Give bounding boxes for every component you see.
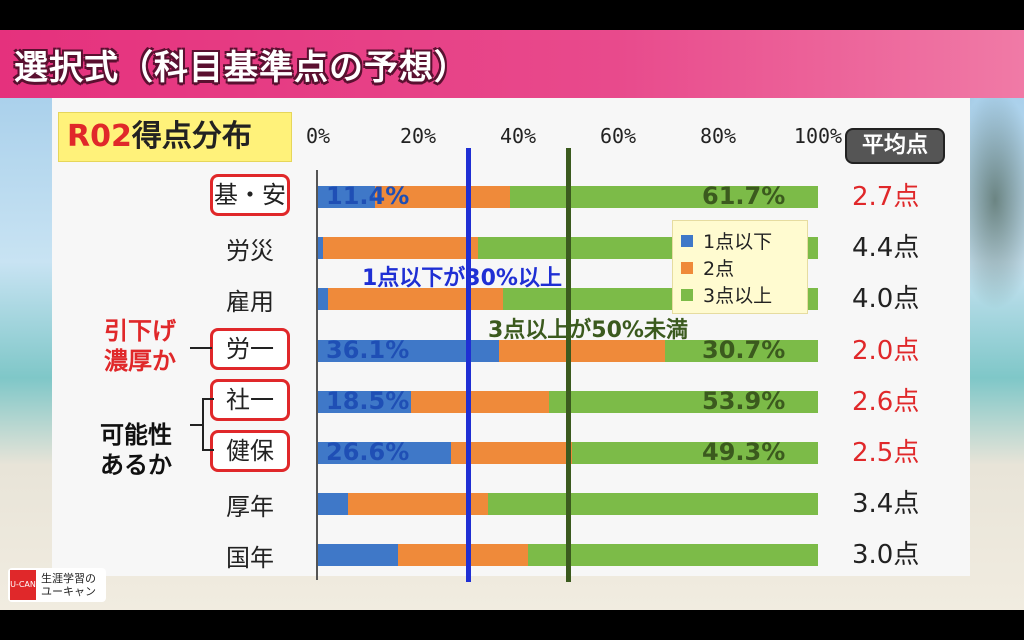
bar-segment-1 <box>318 237 323 260</box>
y-axis-line <box>316 170 318 580</box>
average-score: 4.0点 <box>852 284 920 315</box>
average-score: 3.0点 <box>852 540 920 571</box>
bar-segment-3 <box>528 544 818 567</box>
side-note-lower: 引下げ 濃厚か <box>104 316 176 376</box>
bar-segment-1 <box>318 339 499 362</box>
legend-item: 1点以下 <box>681 227 799 254</box>
bar-segment-1 <box>318 186 375 208</box>
bar-segment-3 <box>571 442 818 464</box>
category-label: 労一 <box>210 327 290 370</box>
side-note-possible: 可能性 あるか <box>100 420 172 480</box>
x-tick-label: 40% <box>499 124 537 148</box>
bar-segment-2 <box>498 339 665 362</box>
category-label: 厚年 <box>226 493 274 522</box>
bar-segment-2 <box>451 442 572 464</box>
x-tick-label: 80% <box>699 124 737 148</box>
x-tick-label: 0% <box>305 124 331 148</box>
annotation-blue-line: 1点以下が30%以上 <box>362 266 562 291</box>
slide-title: 選択式（科目基準点の予想） <box>14 48 469 88</box>
legend-label: 2点 <box>703 258 735 280</box>
average-score: 3.4点 <box>852 489 920 520</box>
legend-item: 3点以上 <box>681 281 799 308</box>
average-score: 2.6点 <box>852 386 920 417</box>
average-header: 平均点 <box>845 128 945 164</box>
reference-line-50 <box>566 148 571 582</box>
bar-segment-1 <box>318 493 348 516</box>
side-note-possible-bracket-bottom <box>202 449 214 451</box>
category-label: 健保 <box>210 430 290 472</box>
legend-swatch <box>681 288 693 301</box>
side-note-lower-connector <box>190 347 212 349</box>
average-score: 2.7点 <box>852 182 920 212</box>
data-label-high: 30.7% <box>702 335 786 364</box>
category-label: 国年 <box>226 544 274 573</box>
stacked-bar <box>318 186 818 208</box>
x-tick-label: 20% <box>399 124 437 148</box>
stacked-bar <box>318 390 818 413</box>
chart-legend: 1点以下 2点 3点以上 <box>672 220 808 314</box>
data-label-low: 26.6% <box>326 438 410 466</box>
side-note-possible-line2: あるか <box>100 451 172 479</box>
category-label: 雇用 <box>226 288 274 317</box>
heading-prefix: R02 <box>67 119 132 154</box>
side-note-lower-line1: 引下げ <box>104 317 176 345</box>
bar-segment-1 <box>318 390 411 413</box>
bar-segment-2 <box>410 390 549 413</box>
bar-segment-2 <box>328 288 503 311</box>
side-note-possible-connector <box>190 424 202 426</box>
bar-segment-1 <box>318 544 398 567</box>
bar-segment-3 <box>509 186 818 208</box>
side-note-possible-line1: 可能性 <box>100 421 172 449</box>
side-note-possible-bracket-top <box>202 398 214 400</box>
side-note-lower-line2: 濃厚か <box>104 347 176 375</box>
bar-segment-2 <box>398 544 528 567</box>
bar-segment-1 <box>318 442 451 464</box>
data-label-high: 49.3% <box>702 438 786 466</box>
annotation-green-line: 3点以上が50%未満 <box>488 318 688 343</box>
ucan-logo: U-CAN 生涯学習の ユーキャン <box>8 568 106 602</box>
average-score: 4.4点 <box>852 233 920 264</box>
bar-segment-1 <box>318 288 328 311</box>
legend-swatch <box>681 234 693 247</box>
chart-heading: R02得点分布 <box>58 112 292 162</box>
logo-line1: 生涯学習の <box>41 572 96 585</box>
data-label-low: 11.4% <box>326 182 410 210</box>
bar-segment-2 <box>348 493 488 516</box>
title-bar: 選択式（科目基準点の予想） <box>0 30 1024 98</box>
bar-segment-2 <box>323 237 478 260</box>
x-axis-ticks: 0% 20% 40% 60% 80% 100% <box>0 124 1024 148</box>
side-note-possible-bracket <box>202 398 204 450</box>
bar-segment-2 <box>375 186 510 208</box>
bar-segment-3 <box>548 390 818 413</box>
bar-segment-3 <box>488 493 818 516</box>
average-score: 2.5点 <box>852 438 920 468</box>
bar-segment-3 <box>664 339 818 362</box>
category-label: 基・安 <box>210 174 290 216</box>
legend-item: 2点 <box>681 254 799 281</box>
data-label-high: 53.9% <box>702 386 786 415</box>
reference-line-30 <box>466 148 471 582</box>
x-tick-label: 60% <box>599 124 637 148</box>
category-label: 社一 <box>210 378 290 421</box>
data-label-low: 36.1% <box>326 335 410 364</box>
stacked-bar <box>318 544 818 567</box>
legend-swatch <box>681 261 693 274</box>
ucan-logo-mark: U-CAN <box>10 570 36 600</box>
stacked-bar <box>318 442 818 464</box>
legend-label: 3点以上 <box>703 285 773 307</box>
data-label-high: 61.7% <box>702 182 786 210</box>
logo-line2: ユーキャン <box>41 585 96 598</box>
ucan-logo-text: 生涯学習の ユーキャン <box>36 572 96 598</box>
average-score: 2.0点 <box>852 335 920 366</box>
data-label-low: 18.5% <box>326 386 410 415</box>
legend-label: 1点以下 <box>703 231 773 253</box>
stacked-bar <box>318 339 818 362</box>
heading-rest: 得点分布 <box>131 119 252 154</box>
x-tick-label: 100% <box>793 124 843 148</box>
category-label: 労災 <box>226 237 274 266</box>
